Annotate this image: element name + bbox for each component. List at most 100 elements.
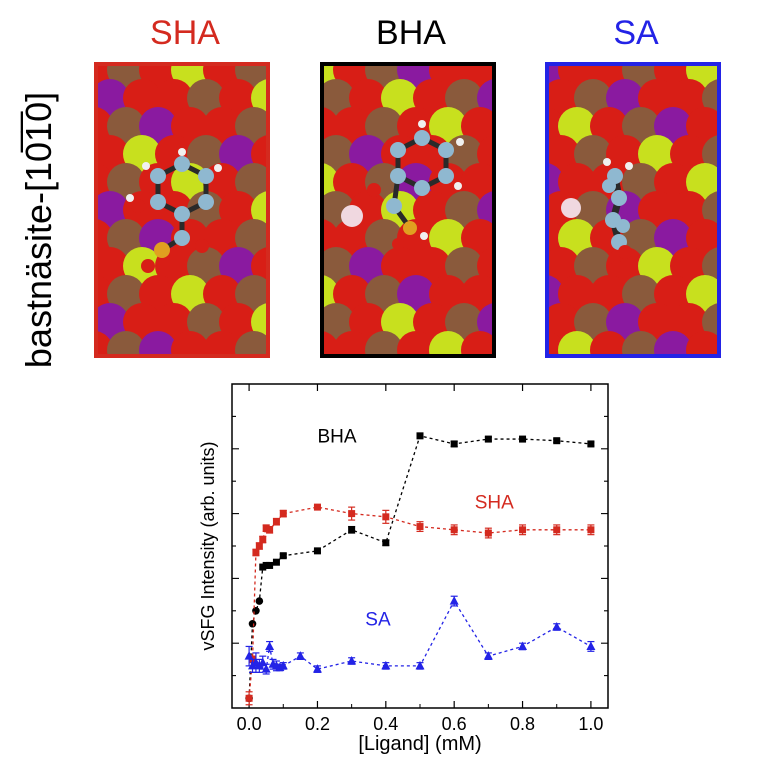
atom (622, 107, 660, 145)
atom (654, 275, 692, 313)
data-point (518, 641, 528, 650)
data-point (261, 664, 271, 673)
data-point (553, 526, 561, 534)
data-point (279, 552, 287, 560)
atom (654, 331, 692, 354)
atom (549, 79, 580, 117)
panel-title-sha: SHA (150, 14, 220, 52)
atom (397, 275, 435, 313)
atom (349, 135, 387, 173)
atom (549, 247, 580, 285)
atom (574, 303, 612, 341)
atom (622, 275, 660, 313)
x-tick-label: 0.0 (237, 714, 262, 734)
atom (445, 135, 483, 173)
atom (670, 135, 708, 173)
atom (219, 303, 257, 341)
atom (654, 107, 692, 145)
atom (98, 135, 129, 173)
atom (324, 303, 355, 341)
atom (590, 275, 628, 313)
data-point (347, 656, 357, 665)
data-point (552, 622, 562, 631)
atom (324, 79, 355, 117)
atom (461, 219, 492, 257)
atom (606, 247, 644, 285)
annotation-bha: BHA (317, 426, 356, 447)
atom (461, 331, 492, 354)
atom (187, 135, 225, 173)
bha-atom-background (324, 66, 492, 354)
atom (333, 331, 371, 354)
y-axis-label: vSFG Intensity (arb. units) (198, 441, 218, 650)
data-point (252, 607, 260, 615)
atom (413, 303, 451, 341)
data-point (348, 510, 356, 518)
data-point (245, 694, 253, 702)
atom (203, 219, 241, 257)
atom (203, 107, 241, 145)
atom (413, 79, 451, 117)
bha-molecule-image (324, 66, 492, 354)
data-point (295, 651, 305, 660)
data-point (415, 660, 425, 670)
atom (123, 79, 161, 117)
atom (139, 275, 177, 313)
annotation-sa: SA (365, 609, 391, 630)
atom (638, 191, 676, 229)
atom (549, 135, 580, 173)
data-point (450, 526, 458, 534)
axis-ticks: 0.0 0.2 0.4 0.6 0.8 1.0 (232, 384, 608, 734)
atom (324, 247, 355, 285)
atom (638, 79, 676, 117)
atom (574, 79, 612, 117)
atom (171, 275, 209, 313)
atom (107, 219, 145, 257)
data-point (484, 529, 492, 537)
atom (349, 247, 387, 285)
x-tick-label: 0.2 (305, 714, 330, 734)
atom (686, 275, 717, 313)
data-point (279, 510, 287, 518)
data-point (272, 518, 280, 526)
data-point (272, 558, 280, 566)
data-point (255, 542, 263, 550)
atom (622, 163, 660, 201)
data-series (244, 432, 596, 706)
series-annotations: BHA SHA SA (317, 426, 514, 630)
annotation-sha: SHA (475, 493, 514, 514)
atom (155, 79, 193, 117)
atom (413, 191, 451, 229)
atom (622, 219, 660, 257)
atom (219, 247, 257, 285)
atom (461, 107, 492, 145)
series-sha (245, 503, 595, 706)
atom (622, 331, 660, 354)
atom (98, 247, 129, 285)
sha-molecule-image (98, 66, 266, 354)
atom (670, 79, 708, 117)
data-point (519, 526, 527, 534)
atom (590, 331, 628, 354)
atom (203, 331, 241, 354)
panel-title-sa: SA (613, 14, 659, 52)
atom (429, 107, 467, 145)
x-tick-label: 1.0 (578, 714, 603, 734)
sa-molecule-panel (545, 62, 721, 358)
atom (429, 219, 467, 257)
atom (98, 191, 129, 229)
atom (107, 331, 145, 354)
atom (139, 107, 177, 145)
atom (574, 135, 612, 173)
atom (445, 247, 483, 285)
data-point (255, 597, 264, 605)
atom (429, 331, 467, 354)
atom (638, 135, 676, 173)
atom (413, 247, 451, 285)
atom (171, 331, 209, 354)
data-point (483, 651, 493, 660)
atom (686, 163, 717, 201)
atom (123, 135, 161, 173)
data-point (259, 536, 267, 544)
